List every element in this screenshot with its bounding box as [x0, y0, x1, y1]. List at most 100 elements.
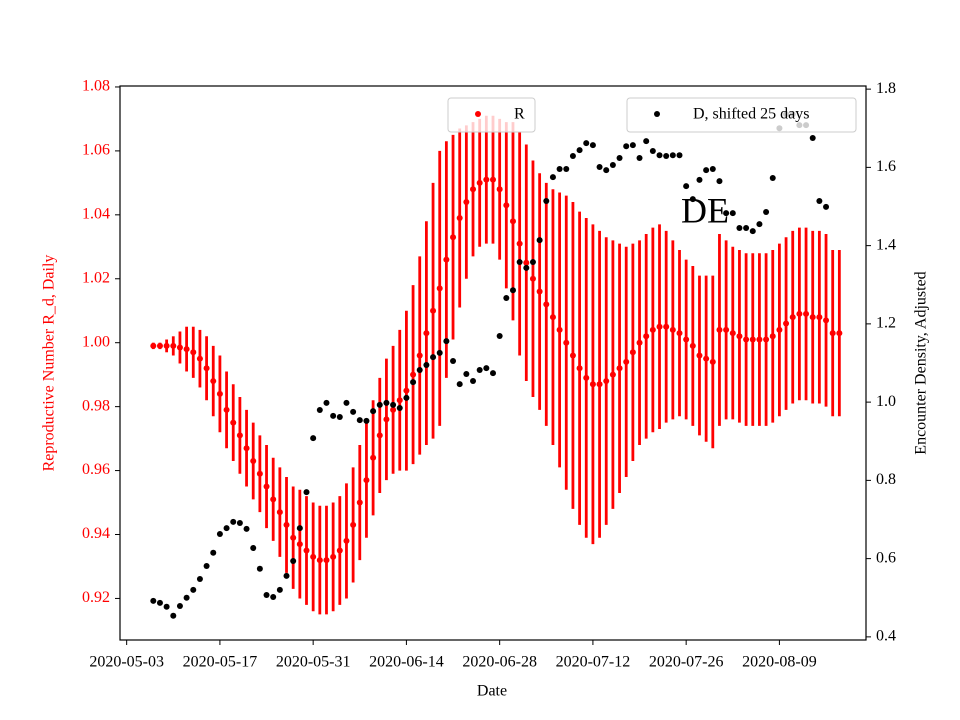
data-point: [223, 406, 230, 413]
data-point: [596, 163, 603, 170]
data-point: [376, 432, 383, 439]
data-point: [223, 525, 230, 532]
data-point: [183, 594, 190, 601]
data-point: [243, 445, 250, 452]
data-point: [663, 153, 670, 160]
data-point: [563, 339, 570, 346]
data-point: [549, 314, 556, 321]
data-point: [709, 165, 716, 172]
data-point: [629, 142, 636, 149]
data-point: [716, 178, 723, 185]
data-point: [363, 417, 370, 424]
data-point: [430, 354, 437, 361]
data-point: [783, 320, 790, 327]
data-point: [170, 342, 177, 349]
data-point: [410, 371, 417, 378]
data-point: [483, 176, 490, 183]
data-point: [490, 176, 496, 183]
data-point: [536, 237, 543, 244]
data-point: [609, 371, 616, 378]
data-point: [476, 367, 483, 374]
x-axis-label: Date: [477, 683, 507, 700]
data-point: [736, 225, 743, 232]
data-point: [450, 358, 457, 365]
data-point: [376, 401, 383, 408]
data-point: [829, 330, 836, 337]
data-point: [636, 339, 643, 346]
data-point: [283, 572, 290, 579]
data-point: [416, 367, 423, 374]
annotation: DE: [681, 190, 729, 230]
data-point: [323, 399, 330, 406]
data-point: [356, 417, 363, 424]
data-point: [769, 174, 776, 181]
data-point: [823, 203, 830, 210]
data-point: [430, 307, 437, 314]
data-point: [190, 586, 197, 593]
x-tick-label: 2020-08-09: [742, 654, 817, 671]
plot-frame: [119, 85, 867, 641]
x-tick-label: 2020-07-26: [649, 654, 724, 671]
y-tick-label: 1.00: [82, 333, 110, 350]
data-point: [776, 326, 783, 333]
data-point: [603, 167, 610, 174]
data-point: [523, 259, 530, 266]
data-point: [210, 549, 217, 556]
data-point: [303, 489, 310, 496]
data-point: [263, 483, 270, 490]
legend-box: [447, 97, 536, 133]
data-point: [676, 330, 683, 337]
data-point: [803, 310, 810, 317]
data-point: [563, 165, 570, 172]
data-point: [343, 399, 350, 406]
data-point: [463, 370, 470, 377]
data-point: [769, 333, 776, 340]
data-point: [583, 140, 590, 147]
data-point: [470, 186, 477, 193]
data-point: [396, 404, 403, 411]
data-point: [316, 406, 323, 413]
data-point: [509, 287, 516, 294]
data-point: [723, 210, 730, 217]
data-point: [809, 135, 816, 142]
data-point: [583, 374, 590, 381]
data-point: [623, 358, 630, 365]
data-point: [809, 314, 816, 321]
y-tick-label: 1.06: [82, 142, 110, 159]
data-point: [669, 152, 676, 159]
x-tick-label: 2020-05-17: [183, 654, 258, 671]
y-tick-label: 0.92: [82, 589, 110, 606]
data-point: [250, 545, 257, 552]
data-point: [709, 358, 716, 365]
data-point: [569, 153, 576, 160]
data-point: [263, 592, 270, 599]
legend-label: R: [514, 106, 525, 123]
y2-tick-label: 1.4: [876, 236, 896, 253]
data-point: [729, 210, 736, 217]
data-point: [256, 470, 263, 477]
data-point: [250, 457, 257, 464]
data-point: [483, 365, 490, 372]
data-point: [609, 162, 616, 169]
data-point: [243, 525, 250, 532]
data-point: [270, 496, 277, 503]
data-point: [516, 240, 523, 247]
data-point: [336, 547, 343, 554]
y2-tick-label: 0.6: [876, 549, 896, 566]
data-point: [596, 381, 603, 388]
data-point: [496, 333, 503, 340]
data-point: [443, 256, 450, 263]
data-point: [356, 499, 363, 506]
data-point: [156, 342, 163, 349]
data-point: [496, 186, 503, 193]
data-point: [163, 603, 170, 610]
data-point: [196, 355, 203, 362]
data-point: [390, 401, 397, 408]
data-point: [649, 147, 656, 154]
data-point: [403, 394, 410, 401]
data-point: [816, 314, 823, 321]
data-point: [296, 525, 303, 532]
data-point: [230, 419, 237, 426]
data-point: [196, 575, 203, 582]
